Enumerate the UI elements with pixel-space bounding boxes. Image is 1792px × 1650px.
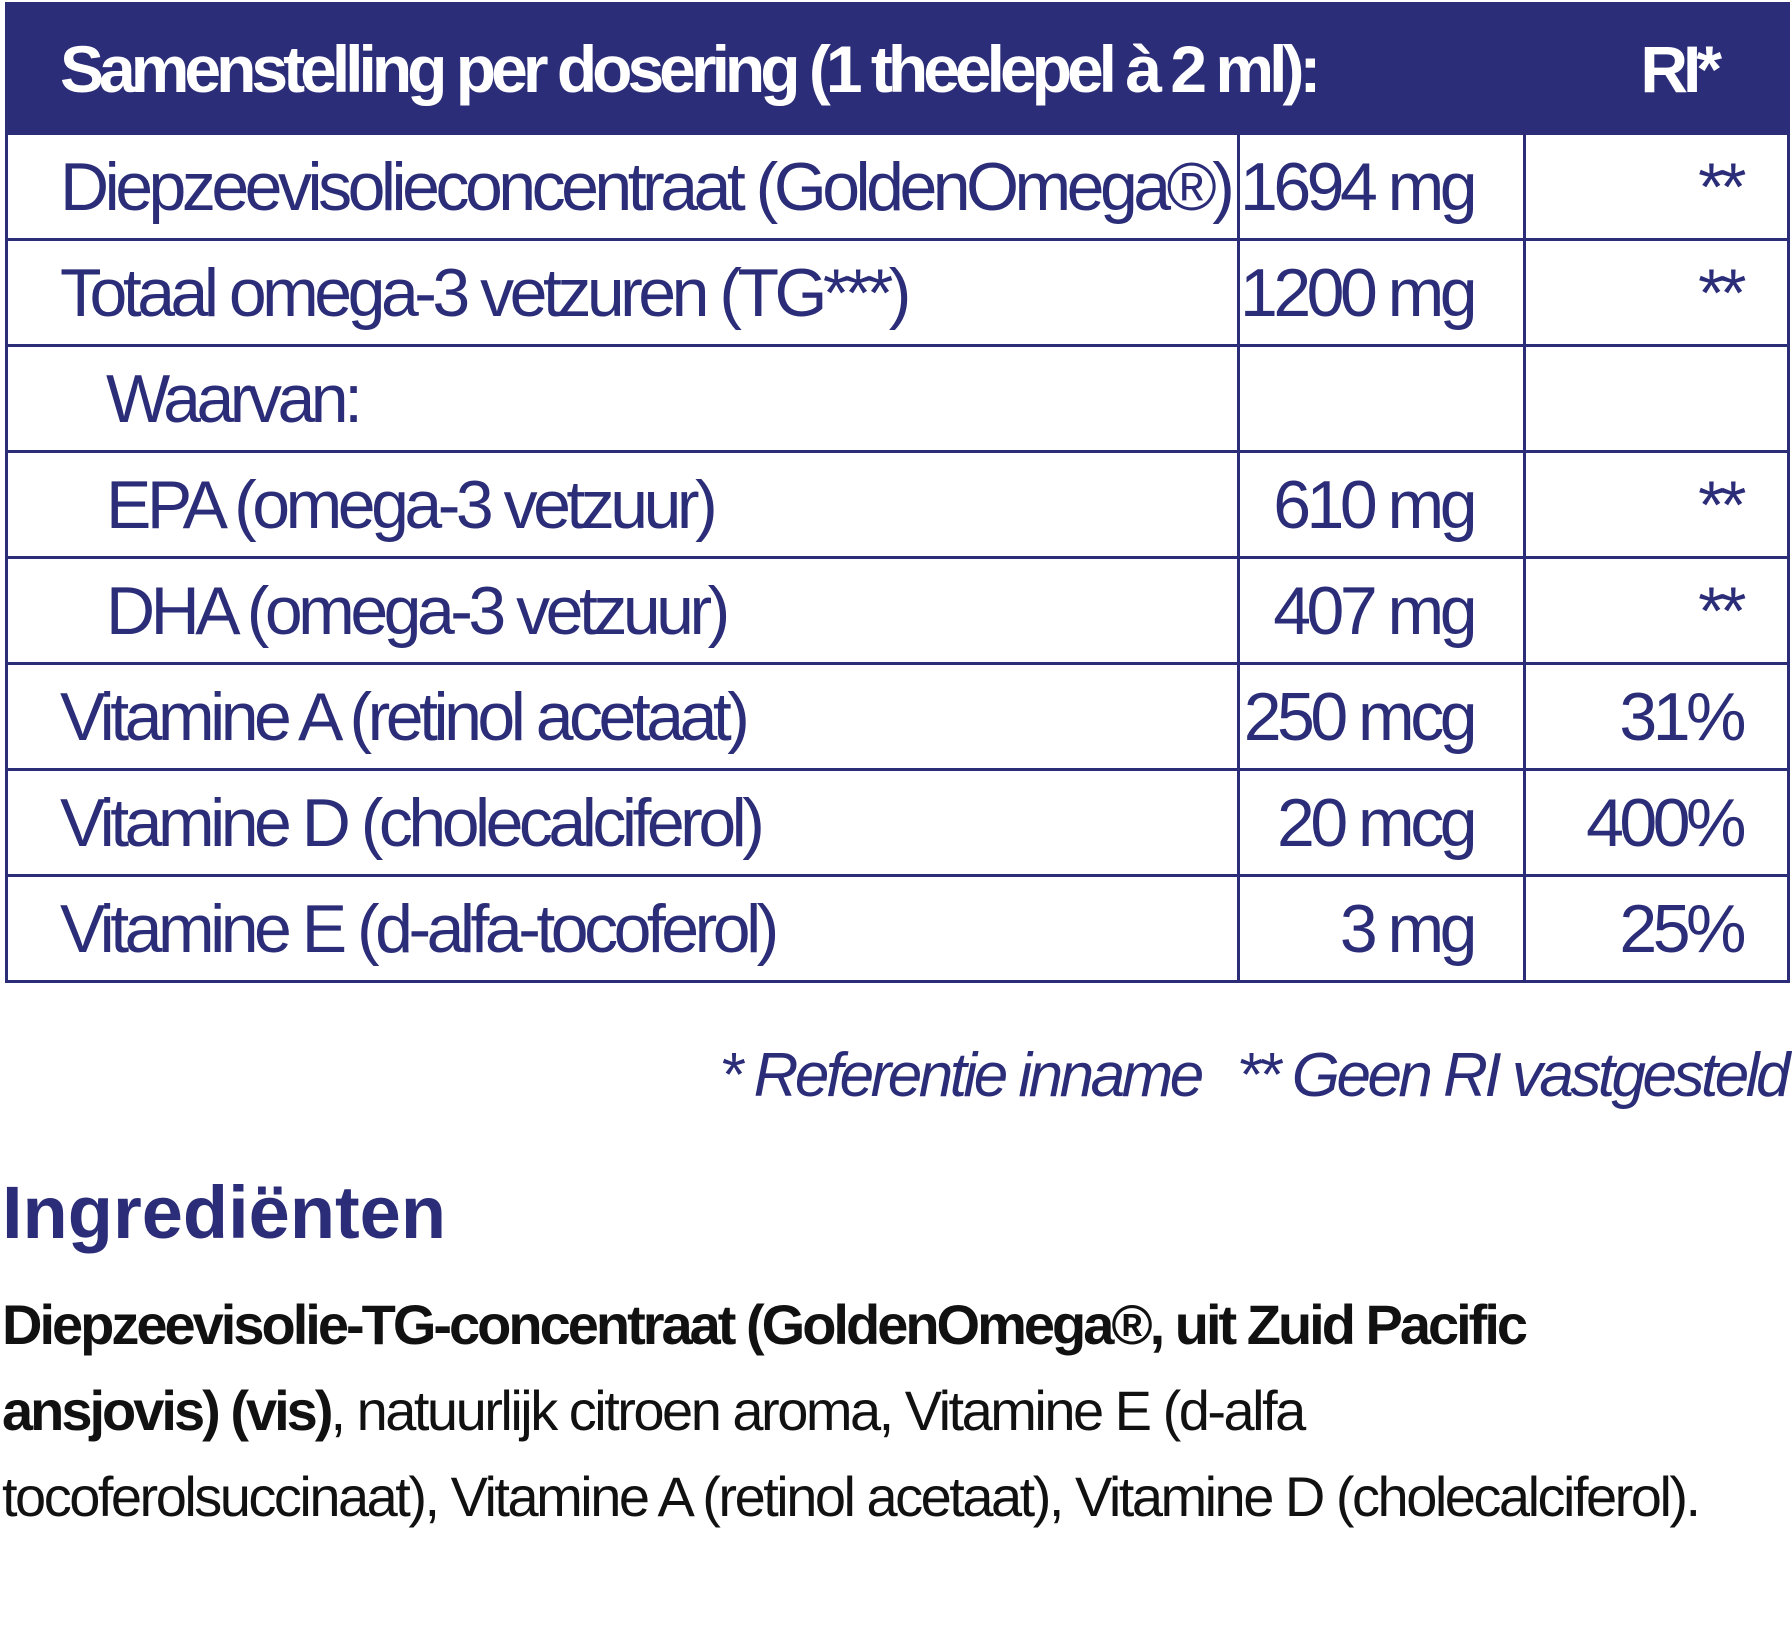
ri-value: 400% [1523, 768, 1791, 877]
ingredients-rest: , natuurlijk citroen aroma, Vitamine E (… [2, 1379, 1701, 1528]
ri-value: ** [1523, 132, 1791, 241]
table-row: Vitamine E (d-alfa-tocoferol) 3 mg 25% [5, 874, 1791, 983]
ri-value: ** [1523, 556, 1791, 665]
header-title: Samenstelling per dosering (1 theelepel … [4, 2, 1527, 135]
table-row: Waarvan: [5, 344, 1791, 453]
ri-value: 25% [1523, 874, 1791, 983]
footnote-item: ** Geen RI vastgesteld [1236, 1041, 1791, 1110]
nutrient-name: EPA (omega-3 vetzuur) [5, 450, 1240, 559]
ri-value: 31% [1523, 662, 1791, 771]
nutrient-name: Vitamine D (cholecalciferol) [5, 768, 1240, 877]
ingredients-title: Ingrediënten [2, 1171, 447, 1254]
amount [1236, 344, 1527, 453]
nutrient-name: Waarvan: [5, 344, 1240, 453]
table-row: DHA (omega-3 vetzuur) 407 mg ** [5, 556, 1791, 665]
nutrient-name: Totaal omega-3 vetzuren (TG***) [5, 238, 1240, 347]
amount: 3 mg [1236, 874, 1527, 983]
table-row: EPA (omega-3 vetzuur) 610 mg ** [5, 450, 1791, 559]
amount: 1200 mg [1236, 238, 1527, 347]
amount: 407 mg [1236, 556, 1527, 665]
ingredients-text: Diepzeevisolie-TG-concentraat (GoldenOme… [2, 1282, 1702, 1540]
footnote: * Referentie inname ** Geen RI vastgestel… [719, 1040, 1791, 1111]
amount: 1694 mg [1236, 132, 1527, 241]
amount: 250 mcg [1236, 662, 1527, 771]
nutrient-name: Vitamine A (retinol acetaat) [5, 662, 1240, 771]
header-ri: RI* [1523, 2, 1791, 135]
amount: 610 mg [1236, 450, 1527, 559]
footnote-item: * Referentie inname [719, 1041, 1204, 1110]
ri-value: ** [1523, 238, 1791, 347]
ri-value [1523, 344, 1791, 453]
table-row: Totaal omega-3 vetzuren (TG***) 1200 mg ** [5, 238, 1791, 347]
nutrient-name: Vitamine E (d-alfa-tocoferol) [5, 874, 1240, 983]
table-row: Vitamine D (cholecalciferol) 20 mcg 400% [5, 768, 1791, 877]
ri-value: ** [1523, 450, 1791, 559]
nutrient-name: DHA (omega-3 vetzuur) [5, 556, 1240, 665]
nutrition-table: Samenstelling per dosering (1 theelepel … [4, 2, 1791, 983]
header-row: Samenstelling per dosering (1 theelepel … [4, 2, 1791, 135]
table-row: Diepzeevisolieconcentraat (GoldenOmega®)… [5, 132, 1791, 241]
table-row: Vitamine A (retinol acetaat) 250 mcg 31% [5, 662, 1791, 771]
nutrient-name: Diepzeevisolieconcentraat (GoldenOmega®) [5, 132, 1240, 241]
amount: 20 mcg [1236, 768, 1527, 877]
ingredients-bold: Diepzeevisolie-TG-concentraat (GoldenOme… [2, 1293, 1528, 1442]
